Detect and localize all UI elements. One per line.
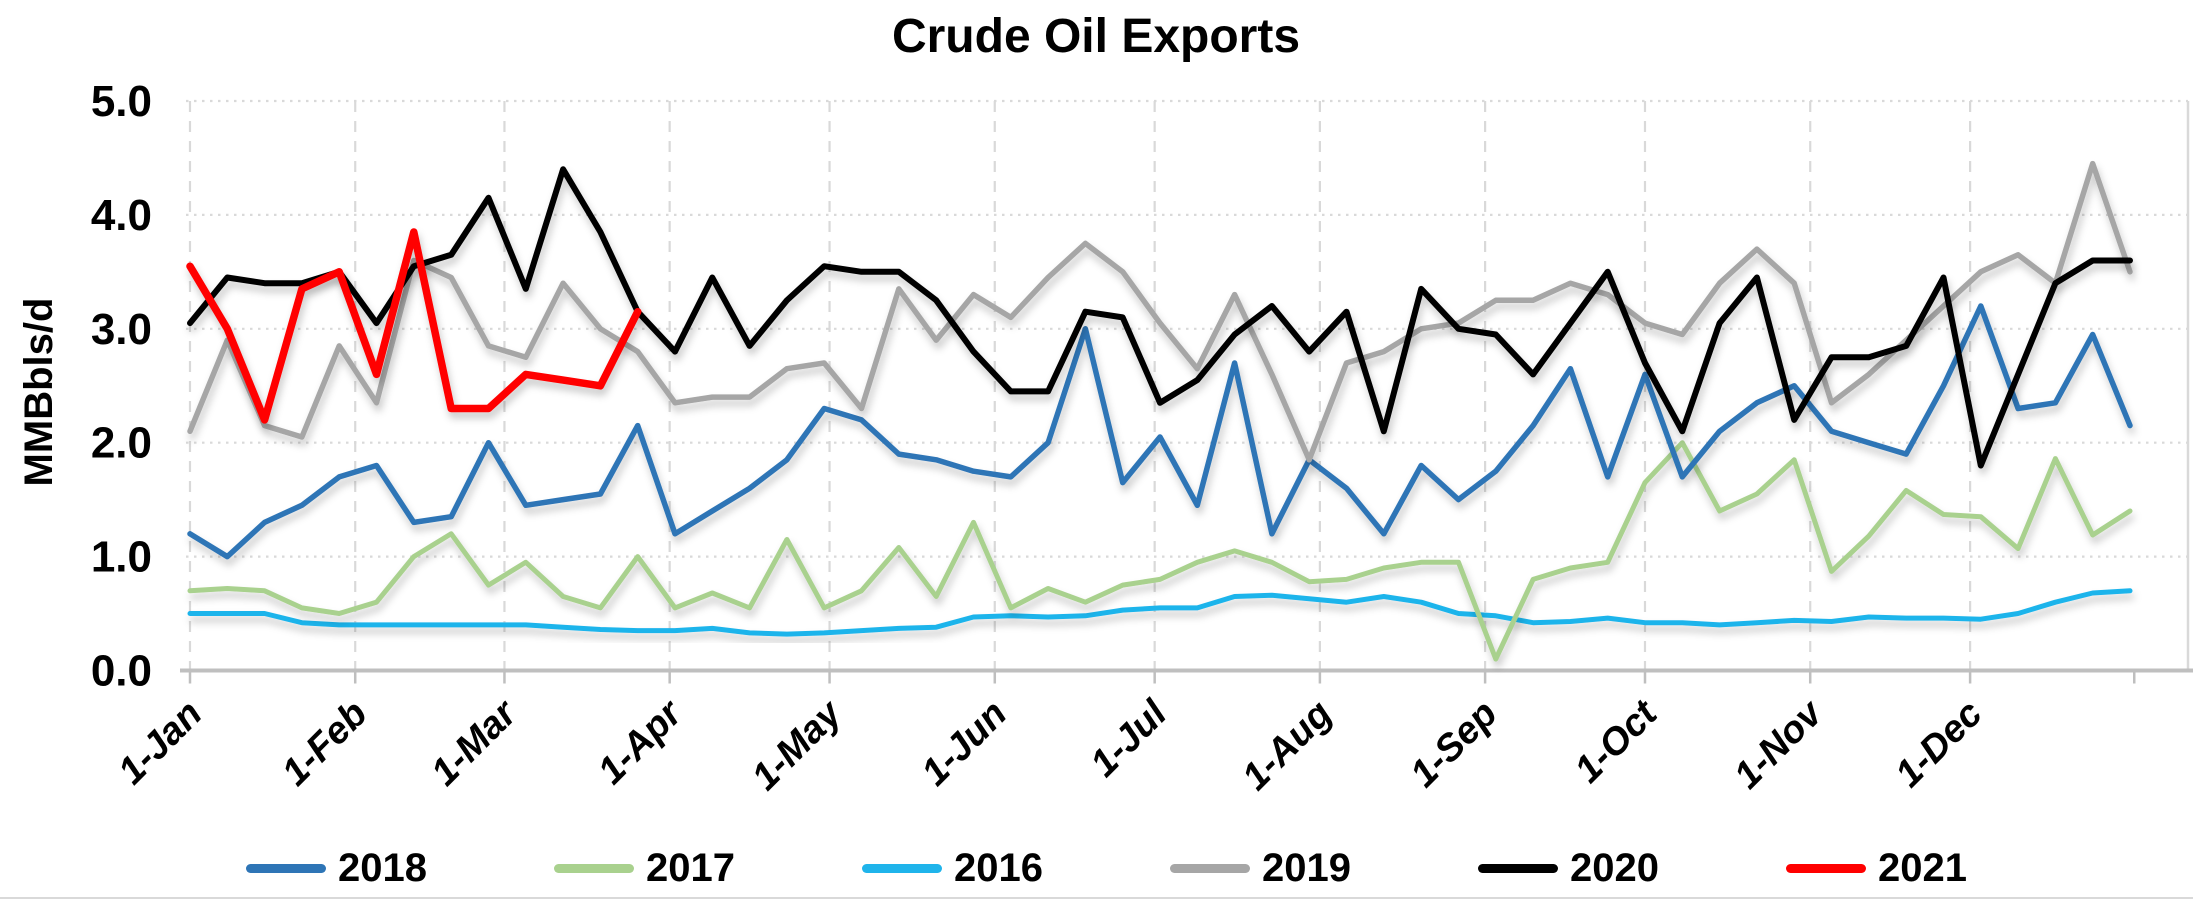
x-tick-label-1-May: 1-May (744, 691, 851, 798)
legend-label-2016: 2016 (954, 846, 1043, 890)
legend-item-2019: 2019 (1170, 846, 1351, 890)
legend-label-2019: 2019 (1262, 846, 1351, 890)
x-tick-label-1-Jul: 1-Jul (1083, 692, 1176, 785)
x-tick-label-1-Jun: 1-Jun (914, 693, 1015, 794)
legend-label-2018: 2018 (338, 846, 427, 890)
x-tick-label-1-Dec: 1-Dec (1888, 693, 1991, 796)
chart-title: Crude Oil Exports (892, 10, 1300, 63)
series-line-2019 (187, 160, 2133, 463)
y-tick-label-4.0: 4.0 (91, 191, 152, 240)
legend-item-2018: 2018 (246, 846, 427, 890)
legend-swatch-2021 (1786, 863, 1866, 873)
series-line-2021 (186, 228, 642, 424)
x-tick-label-1-Jan: 1-Jan (110, 693, 210, 793)
legend-swatch-2017 (554, 863, 634, 873)
x-tick-label-1-Oct: 1-Oct (1567, 692, 1666, 791)
tick-label-layer: 0.0 1.0 2.0 3.0 4.0 5.0 1-Jan 1-Feb 1-Mar 1-Apr 1-… (91, 77, 1991, 799)
y-tick-label-3.0: 3.0 (91, 305, 152, 354)
legend-item-2020: 2020 (1478, 846, 1659, 890)
x-tick-label-1-Nov: 1-Nov (1726, 691, 1832, 797)
series-line-2017 (187, 440, 2133, 662)
axis-layer (180, 668, 2193, 684)
y-tick-label-2.0: 2.0 (91, 419, 152, 468)
legend-label-2020: 2020 (1570, 846, 1659, 890)
series-line-2020 (187, 166, 2133, 469)
y-tick-label-0.0: 0.0 (91, 647, 152, 696)
legend-swatch-2018 (246, 863, 326, 873)
series-line-2016 (187, 588, 2133, 637)
x-tick-label-1-Sep: 1-Sep (1403, 693, 1506, 796)
legend-swatch-2020 (1478, 863, 1558, 873)
x-tick-label-1-Apr: 1-Apr (590, 691, 691, 792)
legend-swatch-2019 (1170, 863, 1250, 873)
legend-label-2021: 2021 (1878, 846, 1967, 890)
x-tick-label-1-Mar: 1-Mar (423, 691, 526, 794)
legend-label-2017: 2017 (646, 846, 735, 890)
x-tick-label-1-Feb: 1-Feb (274, 693, 375, 794)
gridlines (186, 99, 2190, 671)
series-line-2018 (187, 303, 2133, 560)
y-tick-label-5.0: 5.0 (91, 77, 152, 126)
chart-bottom-border (0, 897, 2193, 899)
series-layer (186, 160, 2133, 662)
legend-item-2021: 2021 (1786, 846, 1967, 890)
x-tick-label-1-Aug: 1-Aug (1234, 693, 1340, 799)
y-tick-label-1.0: 1.0 (91, 533, 152, 582)
y-axis-title: MMBbls/d (17, 298, 61, 487)
legend-swatch-2016 (862, 863, 942, 873)
legend-item-2017: 2017 (554, 846, 735, 890)
legend-item-2016: 2016 (862, 846, 1043, 890)
